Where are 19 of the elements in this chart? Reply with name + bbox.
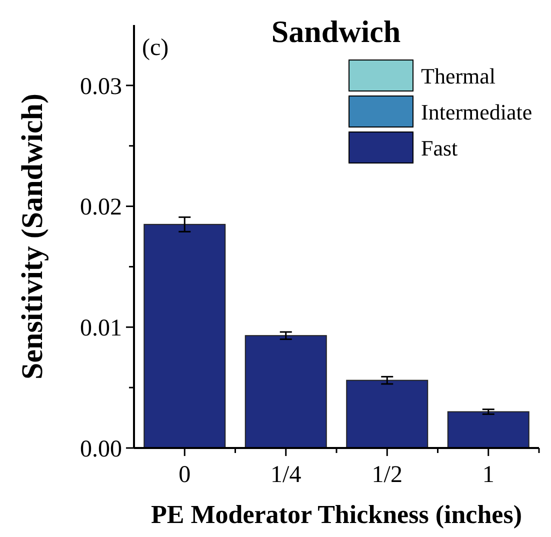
x-tick-label: 0 [178, 462, 191, 488]
x-axis-title: PE Moderator Thickness (inches) [151, 500, 522, 529]
x-tick-label: 1 [482, 462, 494, 488]
y-tick-label: 0.02 [80, 194, 122, 221]
legend-label: Intermediate [421, 100, 532, 125]
y-tick-label: 0.00 [80, 436, 122, 462]
chart-title: Sandwich [271, 14, 401, 49]
bar [144, 224, 226, 448]
y-axis-title: Sensitivity (Sandwich) [16, 94, 49, 380]
legend-label: Fast [421, 136, 458, 161]
y-tick-label: 0.03 [80, 74, 122, 100]
bar [346, 380, 428, 448]
annotation: (c) [142, 35, 169, 61]
y-tick-label: 0.01 [80, 316, 122, 342]
legend-label: Thermal [421, 64, 496, 89]
bar [244, 335, 327, 448]
x-tick-label: 1/4 [270, 462, 302, 488]
bar [447, 411, 530, 448]
x-tick-label: 1/2 [372, 462, 402, 488]
